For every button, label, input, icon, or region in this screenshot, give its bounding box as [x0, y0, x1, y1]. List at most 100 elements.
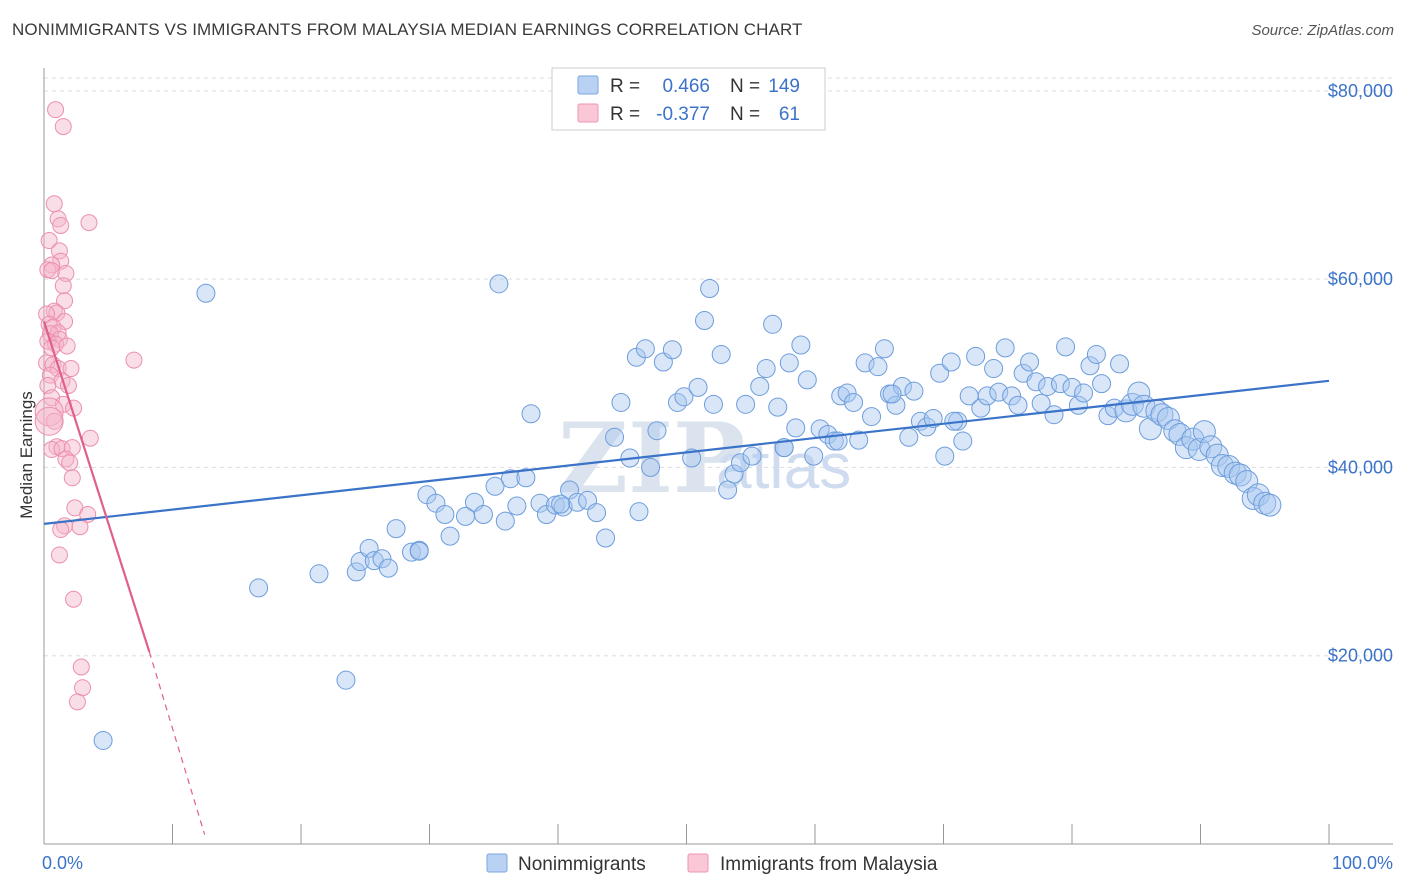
point-immigrant-58: [74, 679, 92, 697]
axes: [43, 68, 1393, 845]
point-nonimmigrant-101: [1008, 395, 1028, 415]
point-nonimmigrant-110: [1062, 377, 1082, 397]
point-nonimmigrant-32: [560, 480, 580, 500]
trend-line-immigrants: [42, 321, 151, 653]
point-nonimmigrant-7: [359, 538, 379, 558]
point-nonimmigrant-73: [837, 383, 857, 403]
legend-n-label-1: N =: [730, 76, 760, 97]
point-nonimmigrant-144: [409, 541, 429, 561]
legend-box: R = 0.466 N = 149 R = -0.377 N = 61: [551, 67, 826, 131]
point-nonimmigrant-36: [596, 528, 616, 548]
point-nonimmigrant-135: [1210, 454, 1234, 478]
legend-n-value-1: 149: [768, 76, 800, 97]
point-nonimmigrant-128: [1168, 422, 1192, 446]
point-nonimmigrant-28: [530, 493, 550, 513]
legend-swatch-nonimmigrants: [577, 75, 599, 95]
point-immigrant-26: [58, 337, 76, 355]
point-immigrant-59: [68, 693, 86, 711]
point-nonimmigrant-145: [551, 494, 571, 514]
point-nonimmigrant-108: [1050, 374, 1070, 394]
point-nonimmigrant-109: [1056, 337, 1076, 357]
point-nonimmigrant-51: [700, 279, 720, 299]
point-nonimmigrant-27: [521, 404, 541, 424]
point-immigrant-5: [80, 214, 98, 232]
point-immigrant-41: [45, 412, 63, 430]
point-immigrant-4: [52, 216, 70, 234]
point-nonimmigrant-4: [336, 670, 356, 690]
point-nonimmigrant-30: [545, 495, 565, 515]
point-immigrant-55: [50, 546, 68, 564]
point-immigrant-14: [56, 292, 74, 310]
point-nonimmigrant-24: [500, 469, 520, 489]
point-nonimmigrant-107: [1044, 405, 1064, 425]
point-nonimmigrant-17: [440, 526, 460, 546]
point-nonimmigrant-16: [435, 504, 455, 524]
point-nonimmigrant-92: [953, 431, 973, 451]
x-tick-label-left: 0.0%: [42, 853, 83, 873]
point-nonimmigrant-78: [868, 357, 888, 377]
bottom-legend-label-nonimmigrants: Nonimmigrants: [518, 854, 646, 875]
y-axis-title: Median Earnings: [17, 391, 36, 519]
point-immigrant-57: [72, 658, 90, 676]
y-tick-label-1: $40,000: [1328, 457, 1393, 477]
point-nonimmigrant-57: [736, 394, 756, 414]
point-nonimmigrant-81: [886, 395, 906, 415]
point-nonimmigrant-11: [386, 519, 406, 539]
legend-n-value-2: 61: [779, 104, 800, 125]
point-nonimmigrant-22: [489, 274, 509, 294]
series-nonimmigrants: [93, 274, 1282, 750]
bottom-legend: Nonimmigrants Immigrants from Malaysia: [486, 853, 938, 875]
point-nonimmigrant-115: [1092, 374, 1112, 394]
point-nonimmigrant-59: [750, 376, 770, 396]
point-nonimmigrant-125: [1150, 403, 1174, 427]
point-nonimmigrant-35: [587, 503, 607, 523]
point-nonimmigrant-82: [892, 376, 912, 396]
point-nonimmigrant-96: [977, 386, 997, 406]
series-immigrants-malaysia: [34, 101, 143, 711]
point-nonimmigrant-100: [1002, 386, 1022, 406]
point-immigrant-2: [45, 195, 63, 213]
point-nonimmigrant-21: [485, 476, 505, 496]
point-nonimmigrant-88: [930, 363, 950, 383]
point-nonimmigrant-146: [629, 502, 649, 522]
point-nonimmigrant-60: [756, 359, 776, 379]
point-immigrant-60: [34, 406, 64, 436]
point-nonimmigrant-58: [742, 446, 762, 466]
point-immigrant-6: [40, 232, 58, 250]
point-nonimmigrant-37: [605, 427, 625, 447]
point-nonimmigrant-98: [989, 382, 1009, 402]
point-nonimmigrant-87: [923, 408, 943, 428]
point-nonimmigrant-52: [703, 394, 723, 414]
x-tick-label-right: 100.0%: [1332, 853, 1393, 873]
point-immigrant-40: [34, 397, 64, 427]
point-nonimmigrant-90: [941, 352, 961, 372]
bottom-legend-label-immigrants: Immigrants from Malaysia: [720, 854, 938, 875]
point-nonimmigrant-103: [1020, 352, 1040, 372]
point-nonimmigrant-66: [791, 335, 811, 355]
legend-r-label-1: R =: [610, 76, 640, 97]
chart-source: Source: ZipAtlas.com: [1251, 22, 1394, 39]
point-nonimmigrant-76: [855, 353, 875, 373]
point-nonimmigrant-143: [1258, 493, 1282, 517]
point-nonimmigrant-99: [995, 338, 1015, 358]
point-nonimmigrant-53: [711, 344, 731, 364]
point-immigrant-36: [125, 351, 143, 369]
point-nonimmigrant-136: [1217, 454, 1241, 478]
legend-r-label-2: R =: [610, 104, 640, 125]
point-nonimmigrant-25: [507, 496, 527, 516]
point-nonimmigrant-97: [984, 359, 1004, 379]
point-immigrant-35: [59, 377, 77, 395]
point-nonimmigrant-61: [763, 314, 783, 334]
point-nonimmigrant-41: [635, 339, 655, 359]
point-nonimmigrant-0: [93, 730, 113, 750]
point-nonimmigrant-116: [1098, 406, 1118, 426]
point-nonimmigrant-121: [1127, 381, 1151, 405]
point-immigrant-48: [61, 454, 79, 472]
point-nonimmigrant-118: [1110, 354, 1130, 374]
point-nonimmigrant-38: [611, 392, 631, 412]
y-tick-label-3: $80,000: [1328, 81, 1393, 101]
point-nonimmigrant-12: [402, 542, 422, 562]
point-nonimmigrant-54: [718, 480, 738, 500]
point-nonimmigrant-6: [350, 552, 370, 572]
bottom-legend-swatch-nonimmigrants: [486, 853, 508, 873]
